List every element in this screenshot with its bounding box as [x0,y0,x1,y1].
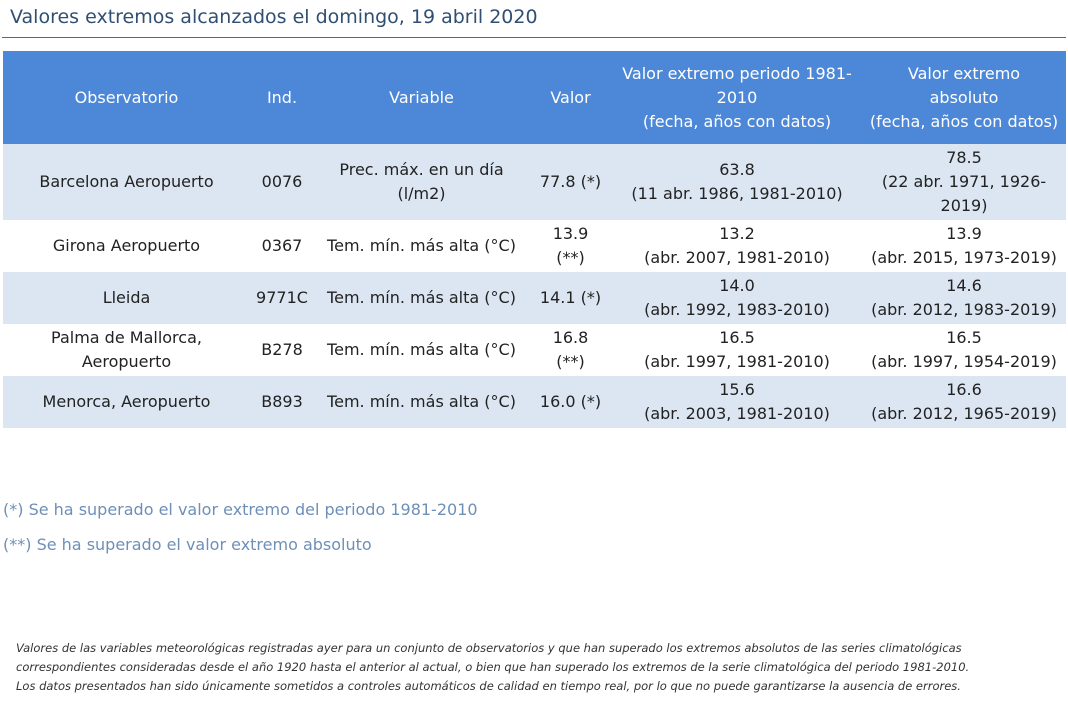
cell-line: 16.6 [946,380,982,399]
header-variable: Variable [314,51,529,144]
cell-line: 14.1 (*) [539,288,602,307]
cell-line: (**) [556,352,585,371]
header-extremo-periodo: Valor extremo periodo 1981- 2010 (fecha,… [612,51,862,144]
cell-ind: 0076 [250,144,314,220]
footnote-line: Los datos presentados han sido únicament… [16,679,961,693]
header-line: (fecha, años con datos) [869,111,1059,131]
cell-line: (22 abr. 1971, 1926- [881,172,1047,191]
cell-line: Tem. mín. más alta (°C) [327,392,516,411]
cell-extremo-absoluto: 16.6 (abr. 2012, 1965-2019) [862,376,1066,428]
cell-line: (**) [556,248,585,267]
cell-line: (abr. 1997, 1954-2019) [871,352,1057,371]
cell-line: Menorca, Aeropuerto [42,392,211,411]
cell-extremo-periodo: 13.2 (abr. 2007, 1981-2010) [612,220,862,272]
cell-line: 13.9 [552,224,589,243]
cell-line: 78.5 [946,148,982,167]
cell-line: Tem. mín. más alta (°C) [327,288,516,307]
extremes-table: Observatorio Ind. Variable Valor Valor e… [3,51,1066,428]
cell-variable: Tem. mín. más alta (°C) [314,324,529,376]
cell-line: (abr. 2012, 1983-2019) [871,300,1057,319]
cell-line: 16.0 (*) [539,392,602,411]
cell-extremo-periodo: 63.8 (11 abr. 1986, 1981-2010) [612,144,862,220]
cell-line: 13.2 [719,224,755,243]
cell-valor: 14.1 (*) [529,272,612,324]
cell-line: (l/m2) [397,184,446,203]
cell-valor: 16.0 (*) [529,376,612,428]
cell-line: 63.8 [719,160,755,179]
cell-observatorio: Palma de Mallorca, Aeropuerto [3,324,250,376]
cell-line: 16.5 [946,328,982,347]
header-line: (fecha, años con datos) [642,111,832,131]
cell-variable: Prec. máx. en un día (l/m2) [314,144,529,220]
cell-ind: 9771C [250,272,314,324]
header-line: absoluto [929,87,999,107]
cell-line: Tem. mín. más alta (°C) [327,236,516,255]
cell-variable: Tem. mín. más alta (°C) [314,220,529,272]
cell-ind: B893 [250,376,314,428]
cell-line: (abr. 1997, 1981-2010) [644,352,830,371]
cell-variable: Tem. mín. más alta (°C) [314,376,529,428]
table-row: Lleida 9771C Tem. mín. más alta (°C) 14.… [3,272,1066,324]
cell-line: (abr. 2012, 1965-2019) [871,404,1057,423]
cell-line: Aeropuerto [81,352,172,371]
header-valor: Valor [529,51,612,144]
cell-observatorio: Lleida [3,272,250,324]
legend-single-star: (*) Se ha superado el valor extremo del … [3,500,478,519]
page-title: Valores extremos alcanzados el domingo, … [10,6,538,28]
cell-line: 15.6 [719,380,755,399]
cell-ind: B278 [250,324,314,376]
cell-line: Lleida [102,288,151,307]
cell-line: (11 abr. 1986, 1981-2010) [631,184,843,203]
header-line: Valor extremo [907,63,1021,83]
legend-double-star: (**) Se ha superado el valor extremo abs… [3,535,372,554]
table-row: Menorca, Aeropuerto B893 Tem. mín. más a… [3,376,1066,428]
header-ind: Ind. [250,51,314,144]
cell-valor: 16.8 (**) [529,324,612,376]
cell-line: (abr. 2015, 1973-2019) [871,248,1057,267]
cell-observatorio: Menorca, Aeropuerto [3,376,250,428]
title-bar: Valores extremos alcanzados el domingo, … [2,0,1066,38]
cell-variable: Tem. mín. más alta (°C) [314,272,529,324]
cell-line: Prec. máx. en un día [339,160,504,179]
cell-line: 14.0 [719,276,755,295]
footnote-line: Valores de las variables meteorológicas … [16,641,962,655]
cell-line: 16.5 [719,328,755,347]
cell-valor: 13.9 (**) [529,220,612,272]
header-observatorio: Observatorio [3,51,250,144]
cell-line: 13.9 [946,224,982,243]
header-extremo-absoluto: Valor extremo absoluto (fecha, años con … [862,51,1066,144]
cell-line: (abr. 2003, 1981-2010) [644,404,830,423]
cell-extremo-absoluto: 78.5 (22 abr. 1971, 1926- 2019) [862,144,1066,220]
cell-line: (abr. 1992, 1983-2010) [644,300,830,319]
cell-extremo-absoluto: 13.9 (abr. 2015, 1973-2019) [862,220,1066,272]
cell-extremo-periodo: 15.6 (abr. 2003, 1981-2010) [612,376,862,428]
cell-valor: 77.8 (*) [529,144,612,220]
cell-line: 16.8 [552,328,589,347]
table-row: Girona Aeropuerto 0367 Tem. mín. más alt… [3,220,1066,272]
cell-extremo-absoluto: 14.6 (abr. 2012, 1983-2019) [862,272,1066,324]
header-line: 2010 [716,87,758,107]
cell-line: Barcelona Aeropuerto [39,172,214,191]
cell-line: Palma de Mallorca, [51,328,202,347]
footnote-line: correspondientes consideradas desde el a… [16,660,970,674]
table-header-row: Observatorio Ind. Variable Valor Valor e… [3,51,1066,144]
cell-line: 14.6 [946,276,982,295]
table-row: Palma de Mallorca, Aeropuerto B278 Tem. … [3,324,1066,376]
footnote: Valores de las variables meteorológicas … [16,639,1058,696]
header-line: Valor extremo periodo 1981- [622,63,852,83]
cell-line: Tem. mín. más alta (°C) [327,340,516,359]
cell-line: Girona Aeropuerto [52,236,201,255]
cell-line: 77.8 (*) [539,172,602,191]
cell-observatorio: Barcelona Aeropuerto [3,144,250,220]
cell-extremo-absoluto: 16.5 (abr. 1997, 1954-2019) [862,324,1066,376]
cell-line: (abr. 2007, 1981-2010) [644,248,830,267]
cell-observatorio: Girona Aeropuerto [3,220,250,272]
cell-extremo-periodo: 16.5 (abr. 1997, 1981-2010) [612,324,862,376]
cell-line: 2019) [940,196,988,215]
cell-ind: 0367 [250,220,314,272]
table-row: Barcelona Aeropuerto 0076 Prec. máx. en … [3,144,1066,220]
cell-extremo-periodo: 14.0 (abr. 1992, 1983-2010) [612,272,862,324]
